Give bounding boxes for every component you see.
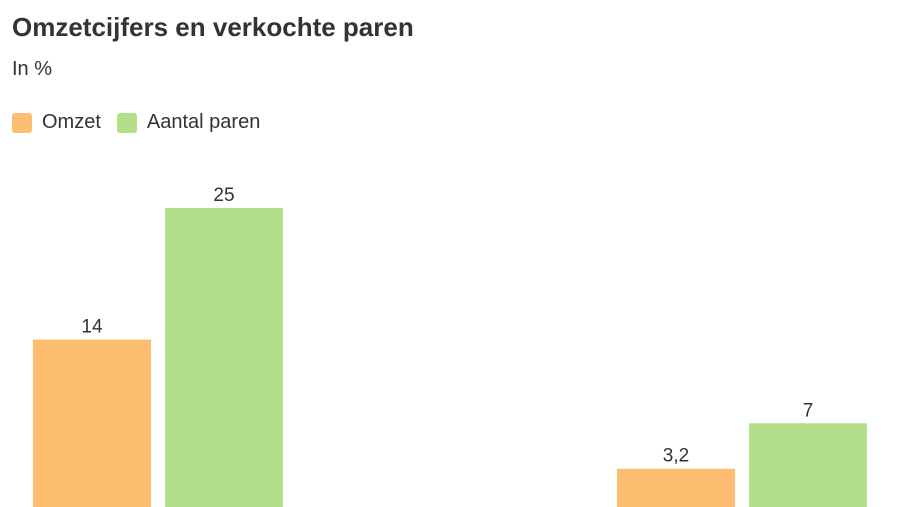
legend-swatch-omzet: [12, 112, 32, 133]
legend-swatch-aantal-paren: [116, 112, 137, 133]
data-label-aantal-paren-1: 25: [213, 185, 234, 206]
legend-item-aantal-paren[interactable]: Aantal paren: [116, 111, 261, 134]
bar-omzet-1[interactable]: [33, 339, 151, 507]
chart-subtitle: In %: [12, 58, 53, 80]
legend: Omzet Aantal paren: [12, 111, 276, 134]
bar-aantal-paren-2[interactable]: [749, 423, 867, 507]
data-label-aantal-paren-2: 7: [803, 400, 814, 421]
bar-omzet-2[interactable]: [617, 468, 735, 507]
legend-label-omzet: Omzet: [42, 111, 101, 133]
bar-aantal-paren-1[interactable]: [165, 208, 283, 507]
legend-item-omzet[interactable]: Omzet: [12, 111, 101, 134]
data-label-omzet-2: 3,2: [663, 446, 689, 467]
legend-label-aantal-paren: Aantal paren: [146, 111, 261, 133]
data-label-omzet-1: 14: [81, 317, 103, 338]
chart-title: Omzetcijfers en verkochte paren: [12, 12, 414, 42]
